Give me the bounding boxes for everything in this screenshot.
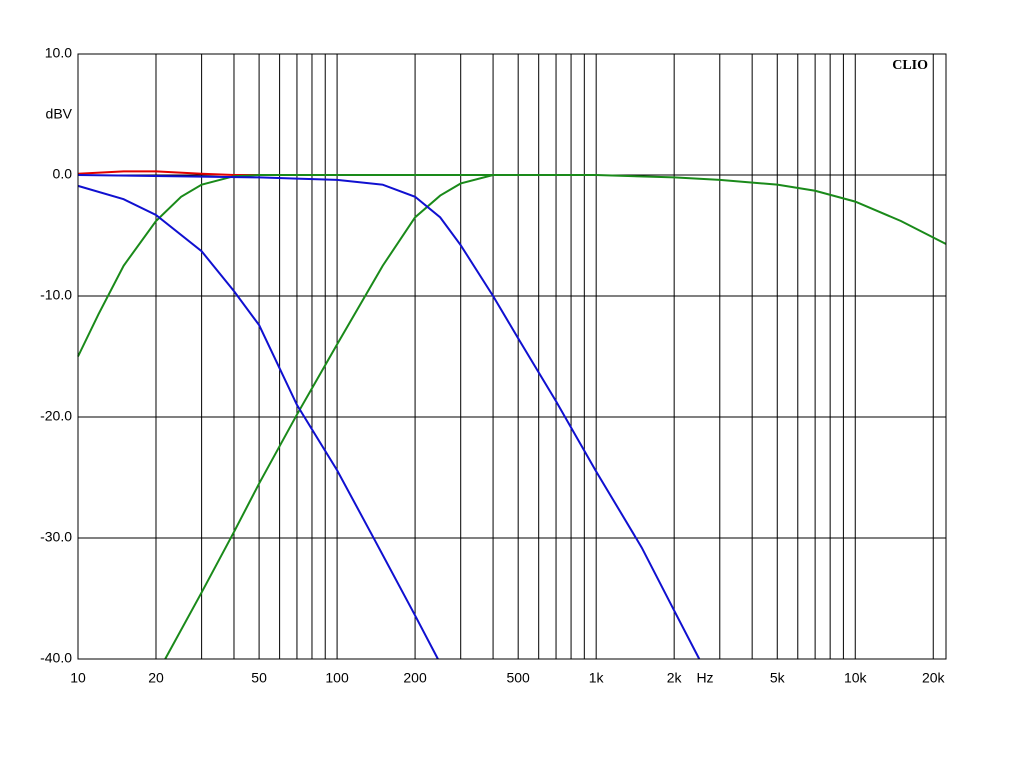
x-tick-label: 1k xyxy=(589,670,605,686)
x-tick-label: 200 xyxy=(403,670,427,686)
x-tick-label: 10 xyxy=(70,670,86,686)
x-tick-label: 50 xyxy=(251,670,267,686)
lines xyxy=(77,170,947,660)
x-axis-label: Hz xyxy=(696,670,713,686)
y-axis-label: dBV xyxy=(46,106,73,122)
x-tick-label: 10k xyxy=(844,670,868,686)
y-tick-label: -10.0 xyxy=(40,287,72,303)
x-tick-label: 500 xyxy=(506,670,530,686)
series-line xyxy=(77,174,494,357)
y-tick-label: 10.0 xyxy=(45,45,72,61)
brand: CLIO xyxy=(892,58,928,73)
series-line xyxy=(77,174,701,660)
series-line xyxy=(77,184,439,660)
y-tick-label: -40.0 xyxy=(40,650,72,666)
y-tick-label: -30.0 xyxy=(40,529,72,545)
x-tick-label: 20 xyxy=(148,670,164,686)
x-tick-label: 5k xyxy=(770,670,786,686)
series-line xyxy=(164,174,947,660)
y-tick-label: 0.0 xyxy=(53,166,73,182)
y-tick-label: -20.0 xyxy=(40,408,72,424)
plot-frame xyxy=(77,53,947,660)
x-tick-label: 2k xyxy=(667,670,683,686)
x-tick-label: 100 xyxy=(325,670,349,686)
x-tick-label: 20k xyxy=(922,670,946,686)
